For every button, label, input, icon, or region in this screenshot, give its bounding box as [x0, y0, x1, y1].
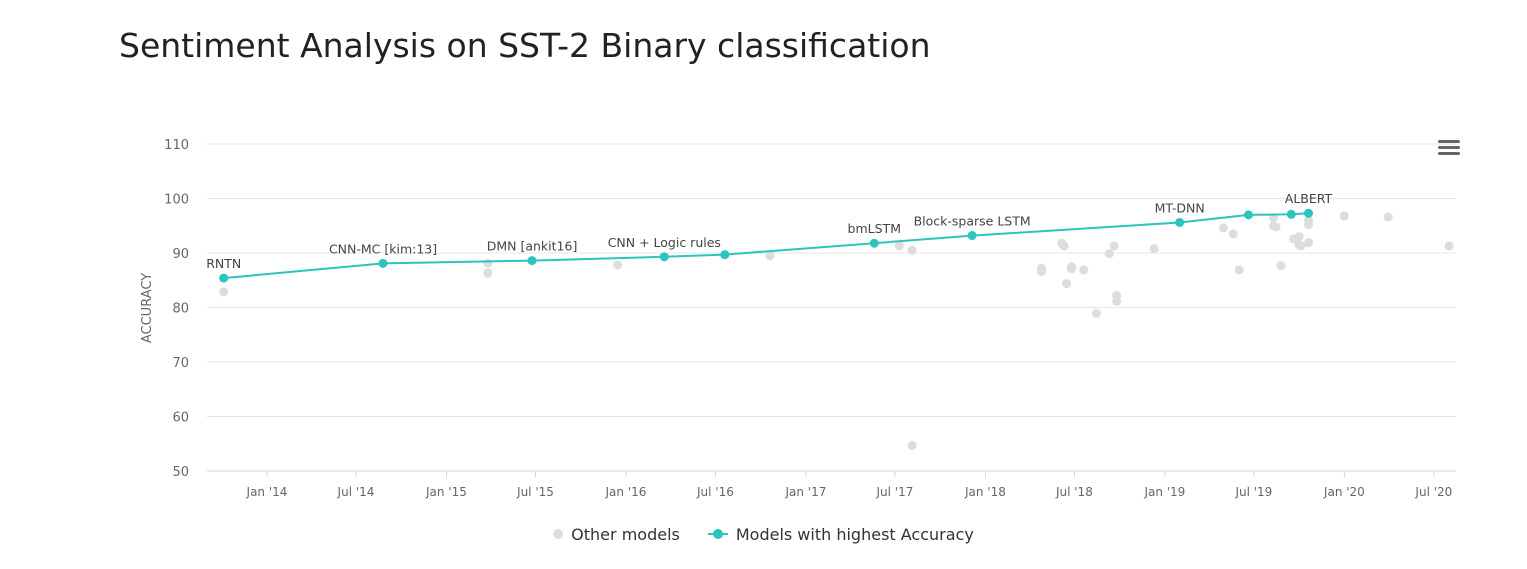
other-model-point [1059, 241, 1069, 251]
x-tick-label: Jul '20 [1414, 485, 1452, 499]
other-model-point [1294, 232, 1304, 242]
x-tick-label: Jan '20 [1323, 485, 1365, 499]
best-model-point [1303, 208, 1313, 218]
x-tick-label: Jul '18 [1055, 485, 1093, 499]
y-tick-label: 100 [164, 193, 189, 208]
x-tick-label: Jul '19 [1234, 485, 1272, 499]
y-tick-label: 70 [172, 356, 189, 371]
other-model-point [1276, 261, 1286, 271]
other-model-point [1296, 241, 1306, 251]
other-models-series [219, 211, 1454, 450]
x-tick-label: Jan '14 [246, 485, 288, 499]
other-model-point [1036, 267, 1046, 277]
other-model-point [1303, 220, 1313, 230]
y-tick-label: 50 [172, 465, 189, 480]
data-label: MT-DNN [1155, 200, 1205, 215]
other-model-point [1149, 244, 1159, 254]
data-label: ALBERT [1285, 191, 1333, 206]
other-model-point [1271, 222, 1281, 232]
y-tick-label: 80 [172, 302, 189, 317]
y-axis-label: ACCURACY [140, 273, 155, 343]
other-model-point [1092, 308, 1102, 318]
best-model-point [527, 256, 537, 266]
x-tick-label: Jan '19 [1143, 485, 1185, 499]
best-model-point [1175, 217, 1185, 227]
data-label: RNTN [206, 256, 241, 271]
y-tick-label: 110 [164, 138, 189, 153]
legend-item-highest-accuracy[interactable]: Models with highest Accuracy [707, 520, 974, 548]
best-model-point [378, 258, 388, 268]
best-model-point [659, 252, 669, 262]
other-model-point [219, 287, 229, 297]
other-model-point [1066, 264, 1076, 274]
other-model-point [1109, 241, 1119, 251]
other-model-point [1444, 241, 1454, 251]
other-model-point [1339, 211, 1349, 221]
legend-label-other-models: Other models [571, 524, 680, 544]
best-model-point [967, 231, 977, 241]
legend-line-marker [707, 529, 728, 539]
other-model-point [1062, 279, 1072, 289]
x-tick-label: Jul '14 [337, 485, 375, 499]
best-model-point [1286, 209, 1296, 219]
data-label: bmLSTM [848, 221, 901, 236]
legend-label-highest-accuracy: Models with highest Accuracy [735, 524, 974, 544]
legend-dot-marker [553, 529, 564, 539]
y-tick-labels: 50 60 70 80 90 100 110 [164, 138, 189, 480]
legend: Other models Models with highest Accurac… [0, 520, 1527, 548]
other-model-point [1383, 212, 1393, 222]
other-model-point [907, 245, 917, 255]
other-model-point [1218, 223, 1228, 233]
other-model-point [1303, 238, 1313, 248]
y-tick-label: 60 [172, 411, 189, 426]
other-model-point [483, 258, 493, 268]
data-label: Block-sparse LSTM [914, 214, 1031, 229]
other-model-point [1228, 229, 1238, 239]
x-tick-label: Jul '16 [696, 485, 734, 499]
best-models-series [219, 208, 1313, 283]
data-label: CNN + Logic rules [608, 235, 721, 250]
other-model-point [1112, 297, 1122, 307]
other-model-point [1079, 265, 1089, 275]
chart-plot: ACCURACY 50 60 70 80 90 100 110 Jan '14 Jul '14… [140, 138, 1456, 499]
chart-title: Sentiment Analysis on SST-2 Binary class… [119, 26, 931, 65]
x-tick-label: Jan '18 [964, 485, 1006, 499]
other-model-point [765, 251, 775, 261]
best-model-point [869, 238, 879, 248]
other-model-point [907, 440, 917, 450]
other-model-point [483, 268, 493, 278]
grid-lines [207, 143, 1456, 417]
other-model-point [1104, 249, 1114, 259]
best-model-point [219, 273, 229, 283]
x-tick-label: Jul '17 [875, 485, 913, 499]
x-tick-label: Jan '16 [605, 485, 647, 499]
data-label: DMN [ankit16] [487, 239, 578, 254]
y-tick-label: 90 [172, 247, 189, 262]
x-tick-label: Jan '15 [425, 485, 467, 499]
axes [207, 470, 1456, 477]
hamburger-menu-icon[interactable] [1435, 136, 1463, 160]
data-label: CNN-MC [kim:13] [329, 241, 437, 256]
other-model-point [613, 260, 623, 270]
other-model-point [1234, 265, 1244, 275]
best-model-point [720, 250, 730, 260]
best-model-point [1243, 210, 1253, 220]
legend-item-other-models[interactable]: Other models [553, 520, 680, 548]
x-tick-label: Jul '15 [516, 485, 554, 499]
other-model-point [894, 241, 904, 251]
data-labels: RNTN CNN-MC [kim:13] DMN [ankit16] CNN + Lo… [206, 191, 1332, 271]
x-tick-labels: Jan '14 Jul '14 Jan '15 Jul '15 Jan '16 Jul '… [246, 485, 1453, 499]
x-tick-label: Jan '17 [784, 485, 826, 499]
